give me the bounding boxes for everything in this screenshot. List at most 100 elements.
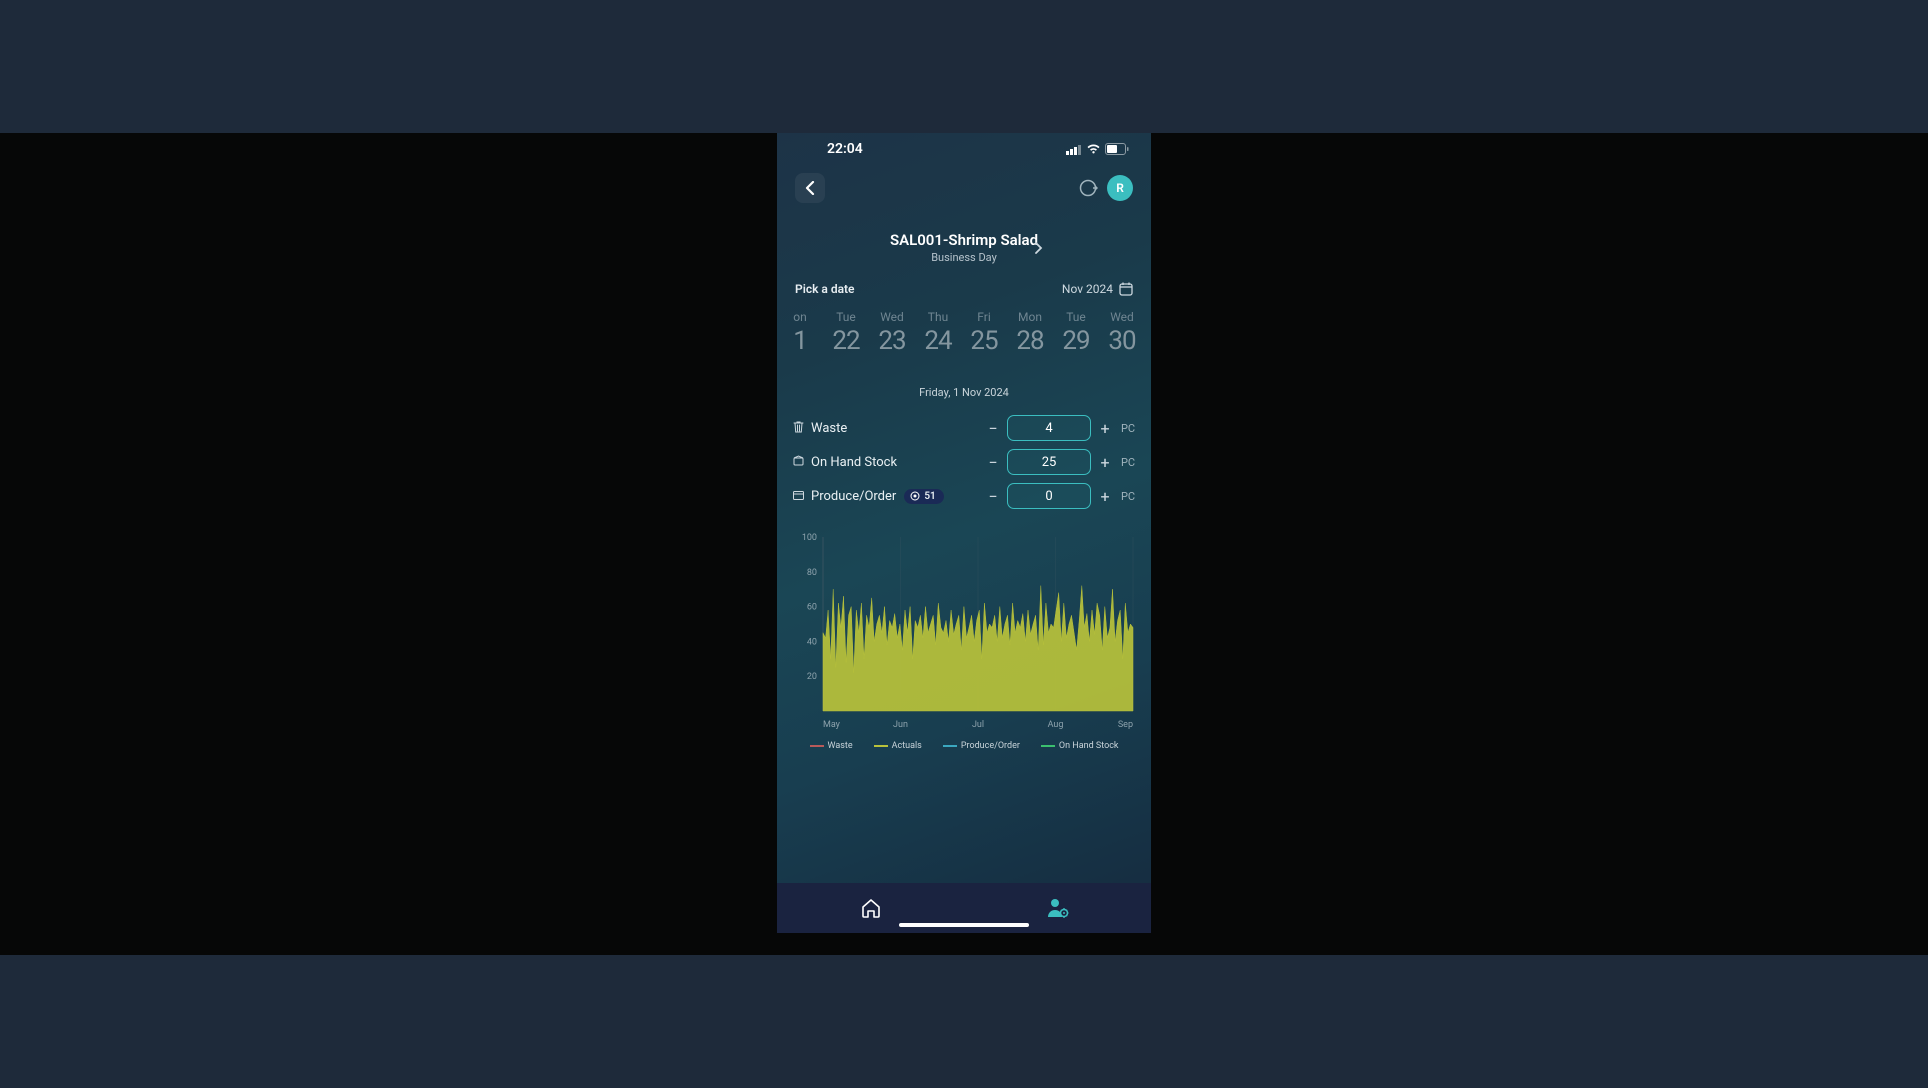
onhand-label: On Hand Stock [811, 455, 979, 470]
waste-row: Waste − 4 + PC [791, 411, 1137, 445]
onhand-value[interactable]: 25 [1007, 449, 1091, 475]
legend-label: On Hand Stock [1059, 741, 1119, 751]
calendar-day[interactable]: Tue 22 [827, 310, 865, 356]
date-row: Pick a date Nov 2024 [777, 282, 1151, 296]
produce-label: Produce/Order 51 [811, 489, 979, 504]
chevron-left-icon [805, 181, 815, 195]
nav-home[interactable] [851, 888, 891, 928]
calendar-dow: Fri [965, 310, 1003, 324]
area-chart: 10080604020MayJunJulAugSep [791, 531, 1137, 731]
waste-plus[interactable]: + [1097, 420, 1113, 436]
calendar-dow: Wed [1103, 310, 1141, 324]
calendar-day[interactable]: Thu 31 [1149, 310, 1151, 356]
onhand-minus[interactable]: − [985, 454, 1001, 470]
produce-plus[interactable]: + [1097, 488, 1113, 504]
calendar-dow: Tue [827, 310, 865, 324]
svg-text:80: 80 [807, 568, 817, 578]
home-indicator[interactable] [899, 923, 1029, 927]
legend-swatch [810, 745, 824, 747]
avatar-initial: R [1116, 181, 1124, 195]
svg-text:20: 20 [807, 672, 817, 682]
onhand-plus[interactable]: + [1097, 454, 1113, 470]
user-gear-icon [1046, 897, 1070, 919]
legend-item: Actuals [874, 741, 922, 751]
produce-minus[interactable]: − [985, 488, 1001, 504]
legend-item: Waste [810, 741, 853, 751]
calendar-daynum: 22 [827, 326, 865, 356]
home-icon [860, 897, 882, 919]
input-rows: Waste − 4 + PC On Hand Stock − 25 + [777, 411, 1151, 513]
month-selector[interactable]: Nov 2024 [1062, 282, 1133, 296]
calendar-daynum: 25 [965, 326, 1003, 356]
avatar[interactable]: R [1107, 175, 1133, 201]
produce-value[interactable]: 0 [1007, 483, 1091, 509]
clock: 22:04 [827, 141, 863, 157]
status-bar: 22:04 [777, 133, 1151, 165]
calendar-dow: Tue [1057, 310, 1095, 324]
calendar-daynum: 1 [781, 326, 819, 356]
calendar-dow: Thu [919, 310, 957, 324]
selected-date: Friday, 1 Nov 2024 [777, 386, 1151, 399]
calendar-dow: Mon [1011, 310, 1049, 324]
pick-date-label: Pick a date [795, 282, 855, 296]
chart: 10080604020MayJunJulAugSep WasteActualsP… [777, 531, 1151, 751]
calendar-daynum: 31 [1149, 326, 1151, 356]
calendar-daynum: 24 [919, 326, 957, 356]
wifi-icon [1086, 144, 1101, 155]
calendar-daynum: 23 [873, 326, 911, 356]
produce-badge: 51 [904, 489, 943, 504]
calendar-day[interactable]: Wed 30 [1103, 310, 1141, 356]
signal-icon [1066, 144, 1082, 155]
calendar-dow: Wed [873, 310, 911, 324]
svg-text:Jul: Jul [972, 720, 984, 730]
title-block[interactable]: SAL001-Shrimp Salad Business Day [777, 231, 1151, 264]
calendar-day[interactable]: Tue 29 [1057, 310, 1095, 356]
calendar-day[interactable]: Fri 25 [965, 310, 1003, 356]
page-title: SAL001-Shrimp Salad [777, 231, 1151, 249]
legend-label: Actuals [892, 741, 922, 751]
svg-text:100: 100 [802, 533, 817, 543]
svg-text:May: May [823, 720, 841, 730]
calendar-daynum: 30 [1103, 326, 1141, 356]
onhand-unit: PC [1119, 456, 1137, 469]
sync-icon [1078, 178, 1098, 198]
calendar-daynum: 28 [1011, 326, 1049, 356]
svg-text:Aug: Aug [1048, 720, 1064, 730]
produce-unit: PC [1119, 490, 1137, 503]
calendar-strip[interactable]: on 1 Tue 22 Wed 23 Thu 24 Fri 25 Mon 28 Tue 29 Wed 30 Th… [777, 310, 1151, 356]
produce-row: Produce/Order 51 − 0 + PC [791, 479, 1137, 513]
calendar-dow: on [781, 310, 819, 324]
sync-button[interactable] [1077, 177, 1099, 199]
onhand-row: On Hand Stock − 25 + PC [791, 445, 1137, 479]
target-icon [910, 491, 920, 501]
box-icon [791, 455, 805, 469]
svg-text:60: 60 [807, 603, 817, 613]
chevron-right-icon [1035, 239, 1043, 258]
svg-text:40: 40 [807, 637, 817, 647]
back-button[interactable] [795, 173, 825, 203]
waste-label: Waste [811, 421, 979, 436]
battery-icon [1105, 143, 1129, 155]
status-icons [1066, 143, 1129, 155]
page-subtitle: Business Day [777, 251, 1151, 264]
waste-value[interactable]: 4 [1007, 415, 1091, 441]
legend-swatch [1041, 745, 1055, 747]
calendar-day[interactable]: on 1 [781, 310, 819, 356]
legend-item: On Hand Stock [1041, 741, 1119, 751]
svg-text:Sep: Sep [1118, 720, 1133, 730]
calendar-dow: Thu [1149, 310, 1151, 324]
header: R [777, 165, 1151, 203]
calendar-day[interactable]: Mon 28 [1011, 310, 1049, 356]
calendar-day[interactable]: Wed 23 [873, 310, 911, 356]
calendar-daynum: 29 [1057, 326, 1095, 356]
legend-label: Waste [828, 741, 853, 751]
waste-minus[interactable]: − [985, 420, 1001, 436]
app-screen: 22:04 R SAL001-Shrimp Salad [777, 133, 1151, 933]
calendar-day[interactable]: Thu 24 [919, 310, 957, 356]
trash-icon [791, 421, 805, 436]
month-label: Nov 2024 [1062, 282, 1113, 296]
legend-item: Produce/Order [943, 741, 1020, 751]
chart-legend: Waste Actuals Produce/Order On Hand Stock [791, 741, 1137, 751]
waste-unit: PC [1119, 422, 1137, 435]
nav-profile-settings[interactable] [1038, 888, 1078, 928]
